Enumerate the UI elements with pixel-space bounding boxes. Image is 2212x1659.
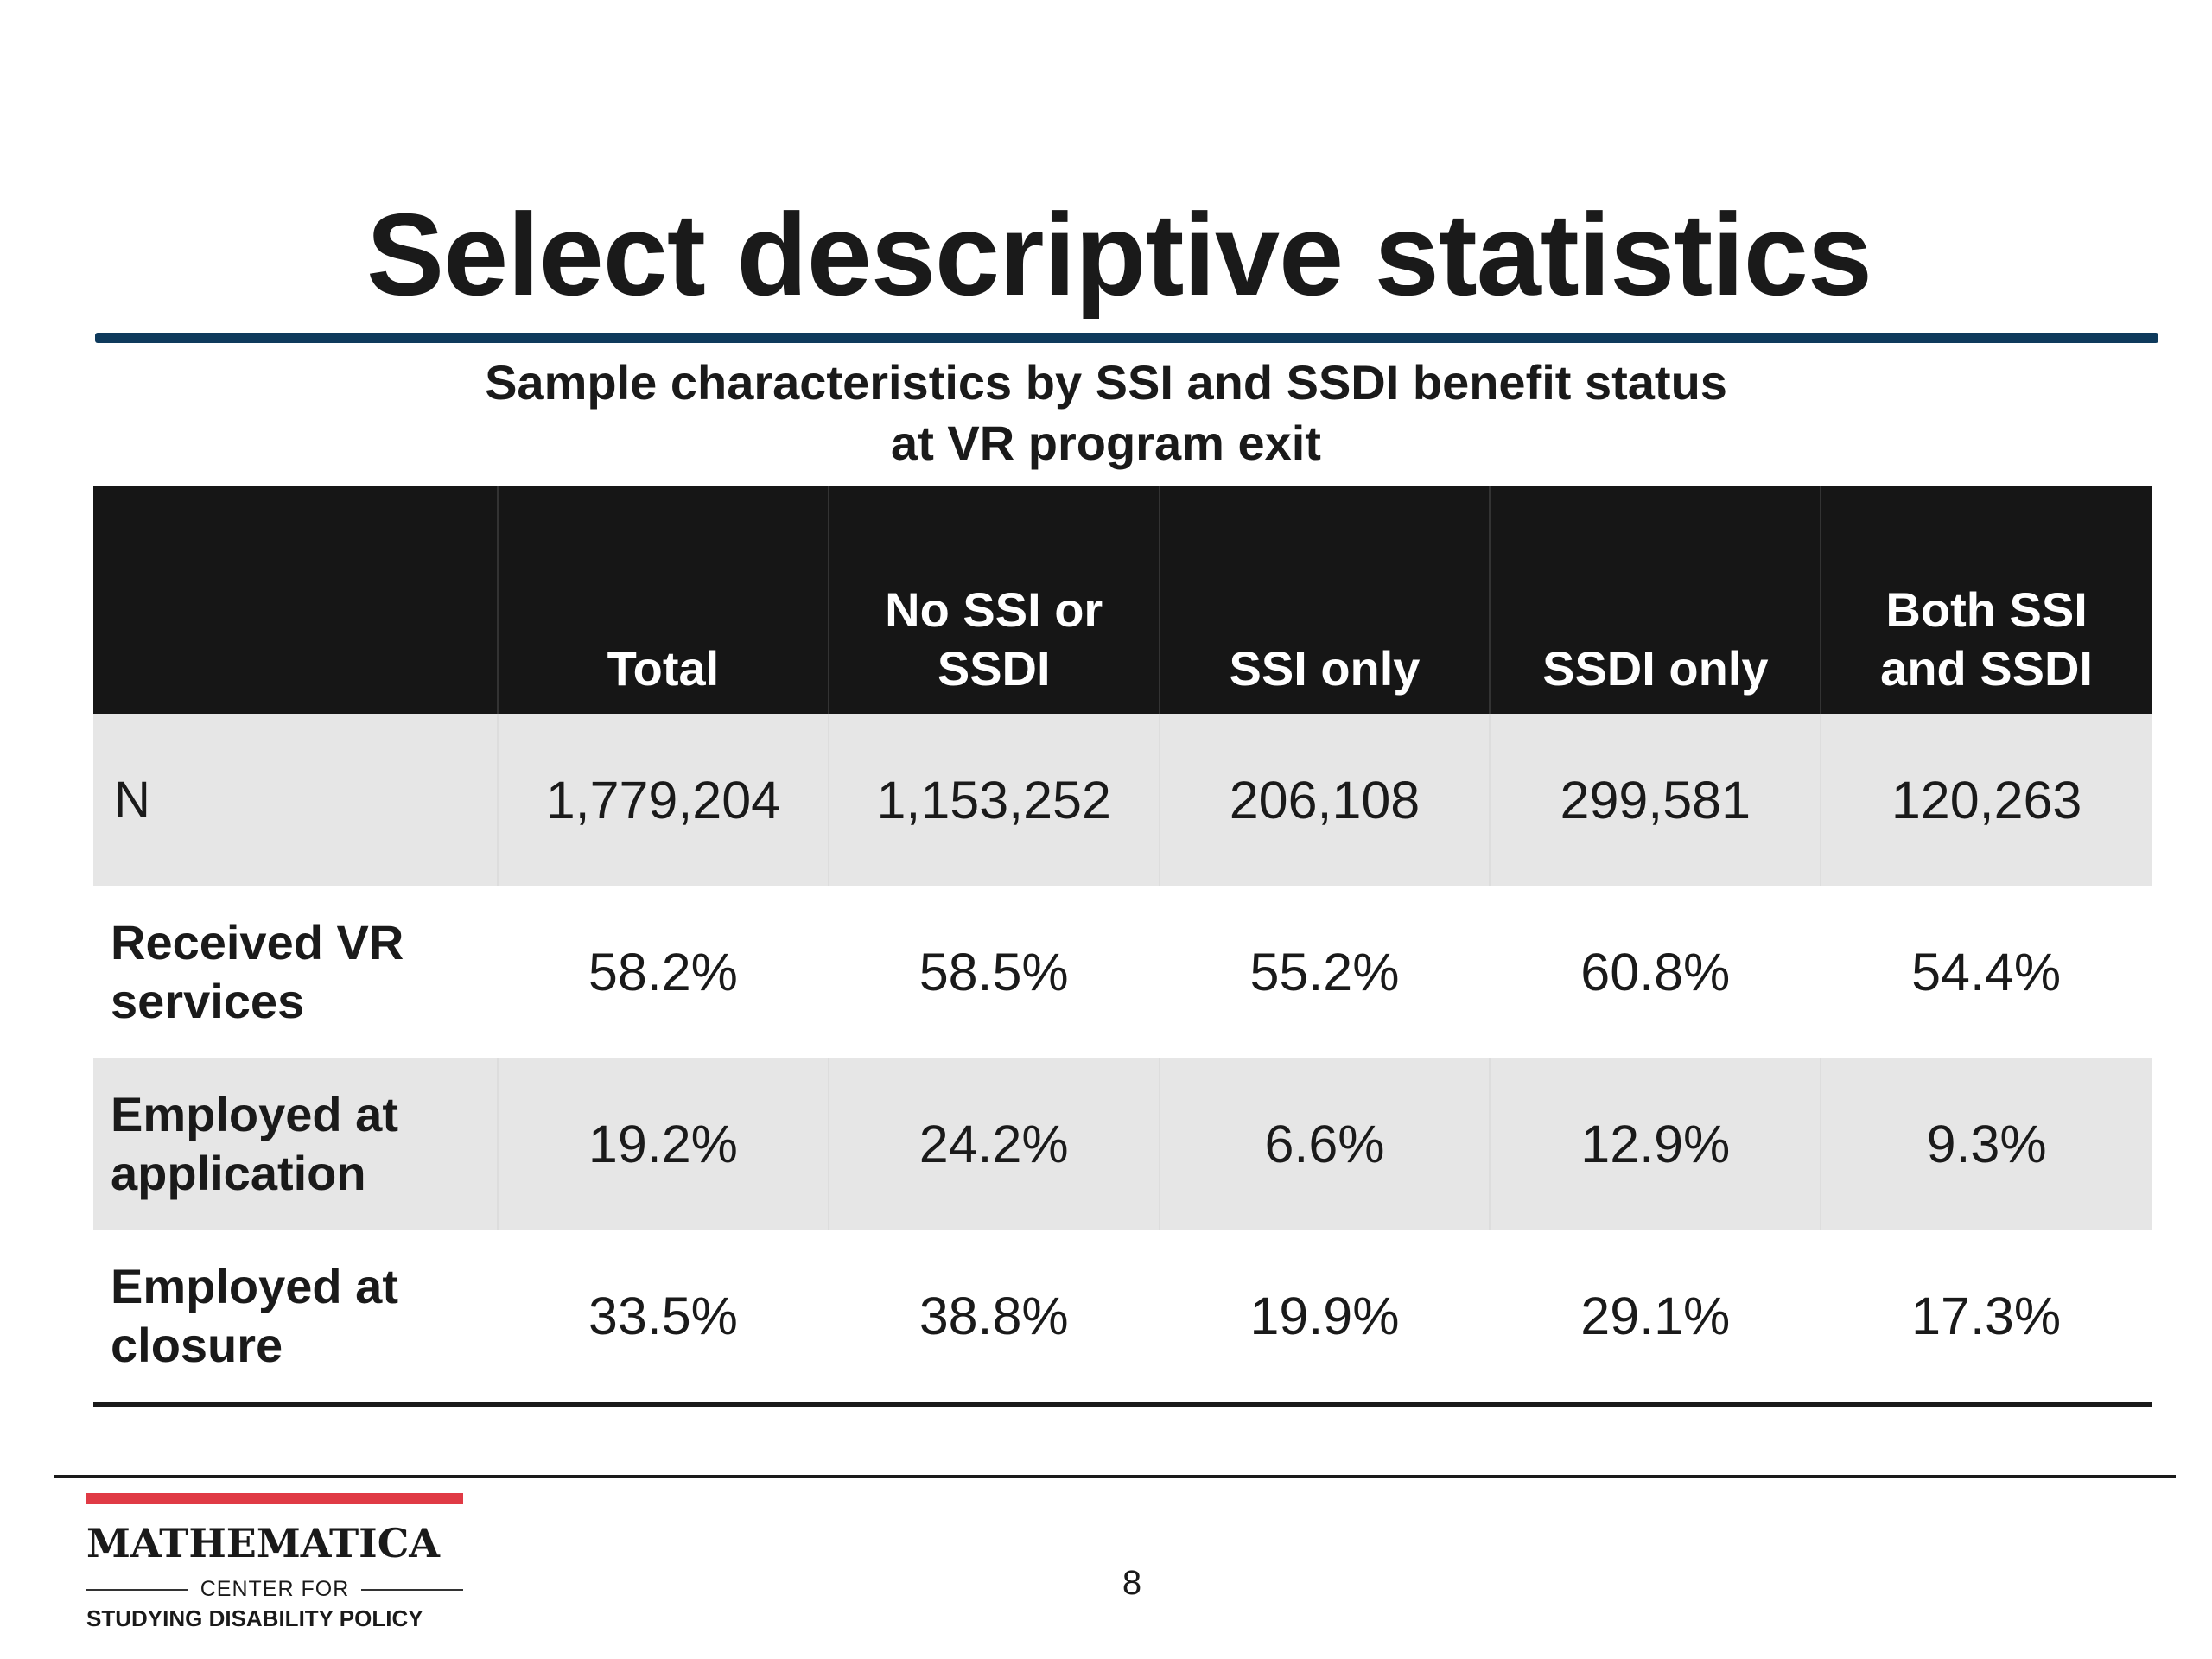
table-cell: 60.8%	[1580, 942, 1731, 1001]
table-cell: 17.3%	[1821, 1230, 2152, 1407]
table-cell: 1,153,252	[827, 714, 1160, 886]
row-label: Employed at closure	[93, 1230, 498, 1407]
logo-center-text: CENTER FOR	[200, 1577, 350, 1601]
table-cell: 120,263	[1820, 714, 2152, 886]
row-label-line: Employed at	[111, 1258, 398, 1313]
header-cell-ssdi-only: SSDI only	[1490, 486, 1822, 714]
logo-subtitle: STUDYING DISABILITY POLICY	[86, 1605, 423, 1631]
row-label-line: application	[111, 1145, 366, 1200]
row-label-line: Received VR	[111, 914, 404, 969]
header-line: SSDI	[937, 641, 1051, 696]
header-line: SSDI only	[1542, 641, 1769, 696]
table-cell: 58.2%	[588, 942, 738, 1001]
header-line: Both SSI	[1885, 582, 2088, 637]
table-cell: 12.9%	[1489, 1058, 1821, 1230]
table-cell: 1,779,204	[497, 714, 829, 886]
header-cell-both-ssi-and-ssdi: Both SSI and SSDI	[1821, 486, 2152, 714]
table-cell: 55.2%	[1249, 942, 1400, 1001]
table-caption: Sample characteristics by SSI and SSDI b…	[95, 353, 2117, 474]
row-label: Received VR services	[93, 886, 498, 1058]
table-cell: 38.8%	[828, 1230, 1160, 1407]
header-line: Total	[607, 641, 720, 696]
table-row-employed-at-application: Employed at application 19.2% 24.2% 6.6%…	[93, 1058, 2152, 1230]
logo-accent-bar	[86, 1493, 463, 1504]
header-cell-ssi-only: SSI only	[1159, 486, 1491, 714]
table-cell: 206,108	[1158, 714, 1491, 886]
header-row: Total No SSI or SSDI SSI only SSDI only …	[93, 486, 2152, 714]
table-cell: 54.4%	[1911, 942, 2062, 1001]
header-line: and SSDI	[1880, 641, 2093, 696]
page-number: 8	[1122, 1564, 1142, 1602]
mathematica-logo: MATHEMATICA CENTER FOR STUDYING DISABILI…	[86, 1493, 463, 1631]
table-caption-line-2: at VR program exit	[891, 416, 1321, 470]
row-label: Employed at application	[93, 1058, 498, 1230]
table-cell: 19.9%	[1159, 1230, 1491, 1407]
row-label-line: closure	[111, 1317, 283, 1372]
table-cell: 19.2%	[497, 1058, 829, 1230]
logo-center-row: CENTER FOR	[86, 1576, 463, 1602]
statistics-table: Total No SSI or SSDI SSI only SSDI only …	[93, 486, 2152, 1407]
logo-divider-left	[86, 1589, 188, 1591]
slide-title: Select descriptive statistics	[366, 189, 1872, 320]
logo-wordmark: MATHEMATICA	[86, 1520, 440, 1567]
table-row-n: N 1,779,204 1,153,252 206,108 299,581 12…	[93, 714, 2152, 886]
table-header: Total No SSI or SSDI SSI only SSDI only …	[93, 486, 2152, 714]
header-cell-total: Total	[498, 486, 830, 714]
table-body: N 1,779,204 1,153,252 206,108 299,581 12…	[93, 714, 2152, 1407]
header-cell-no-ssi-or-ssdi: No SSI or SSDI	[828, 486, 1160, 714]
table-caption-line-1: Sample characteristics by SSI and SSDI b…	[485, 355, 1727, 410]
header-cell-blank	[93, 486, 499, 714]
logo-divider-right	[361, 1589, 463, 1591]
table-cell: 58.5%	[918, 942, 1069, 1001]
header-line: No SSI or	[885, 582, 1103, 637]
table-cell: 6.6%	[1158, 1058, 1491, 1230]
row-label-line: N	[114, 771, 150, 828]
table-cell: 9.3%	[1820, 1058, 2152, 1230]
row-label-line: services	[111, 973, 305, 1028]
header-line: SSI only	[1229, 641, 1421, 696]
table-cell: 299,581	[1489, 714, 1821, 886]
table-cell: 24.2%	[827, 1058, 1160, 1230]
footer-rule	[54, 1475, 2176, 1478]
row-label: N	[93, 714, 498, 886]
title-rule	[95, 333, 2158, 343]
table-row-received-vr-services: Received VR services 58.2% 58.5% 55.2% 6…	[93, 886, 2152, 1058]
table-cell: 29.1%	[1490, 1230, 1821, 1407]
table-cell: 33.5%	[498, 1230, 829, 1407]
table-row-employed-at-closure: Employed at closure 33.5% 38.8% 19.9% 29…	[93, 1230, 2152, 1407]
row-label-line: Employed at	[111, 1086, 398, 1141]
